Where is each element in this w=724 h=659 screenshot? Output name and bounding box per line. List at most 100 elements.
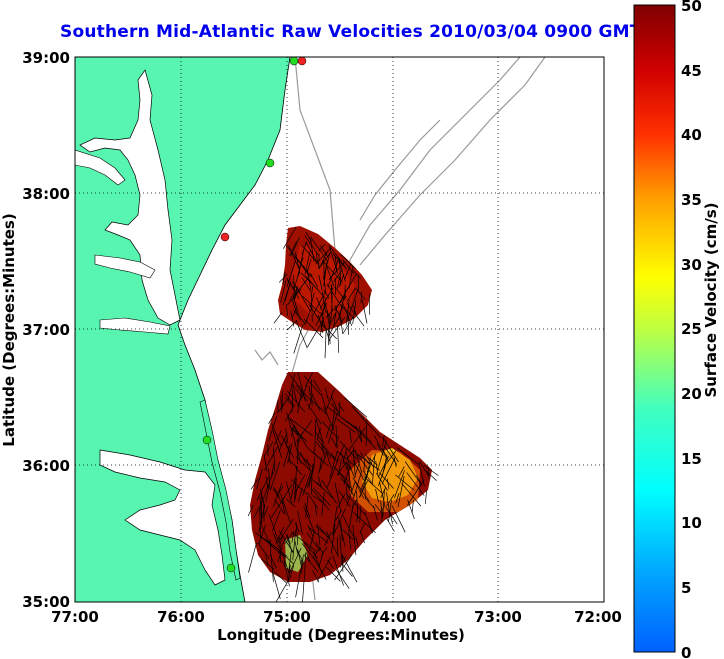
velocity-vector xyxy=(268,468,271,490)
velocity-vector xyxy=(336,450,355,466)
velocity-vector xyxy=(278,432,288,452)
velocity-vector xyxy=(282,226,297,249)
velocity-vector xyxy=(328,312,337,328)
bathymetry-contours xyxy=(254,57,546,601)
velocity-vector xyxy=(310,237,329,263)
velocity-vector xyxy=(295,456,310,470)
velocity-vector xyxy=(281,500,286,514)
radar-station-green xyxy=(265,158,275,168)
velocity-vector xyxy=(341,274,357,300)
velocity-vector xyxy=(294,541,299,555)
velocity-vector xyxy=(339,440,358,460)
velocity-vector xyxy=(381,458,396,484)
velocity-vector xyxy=(376,443,384,456)
velocity-vector xyxy=(359,429,372,443)
velocity-vector xyxy=(303,542,318,558)
velocity-vector xyxy=(304,372,314,387)
velocity-vector xyxy=(293,389,298,403)
velocity-vector xyxy=(297,384,308,407)
velocity-vector xyxy=(278,530,294,553)
velocity-vector xyxy=(345,493,366,516)
colorbar-tick-label: 0 xyxy=(681,644,691,659)
velocity-vector xyxy=(427,467,430,480)
velocity-vector xyxy=(282,281,292,306)
velocity-vector xyxy=(411,500,414,514)
velocity-vector xyxy=(278,550,294,565)
velocity-vector xyxy=(264,441,274,457)
x-tick-label: 76:00 xyxy=(157,608,205,626)
colorbar-tick-label: 25 xyxy=(681,320,702,338)
y-tick-label: 35:00 xyxy=(22,593,70,611)
colorbar-tick-label: 15 xyxy=(681,450,702,468)
velocity-vector xyxy=(313,488,331,506)
velocity-vector xyxy=(326,531,339,558)
velocity-vector xyxy=(279,518,294,541)
x-tick-label: 73:00 xyxy=(474,608,522,626)
velocity-vector xyxy=(314,504,318,516)
y-axis-ticks: 39:00 38:00 37:00 36:00 35:00 xyxy=(22,49,70,611)
velocity-vector xyxy=(347,290,358,320)
velocity-vector xyxy=(327,559,334,569)
velocity-vector xyxy=(337,325,340,353)
velocity-vector xyxy=(297,372,306,402)
velocity-vector xyxy=(381,448,388,458)
velocity-vector xyxy=(330,453,339,463)
colorbar-label: Surface Velocity (cm/s) xyxy=(702,202,720,397)
x-tick-label: 72:00 xyxy=(574,608,622,626)
velocity-vector xyxy=(356,510,359,523)
velocity-vector xyxy=(291,299,299,316)
velocity-vector xyxy=(330,285,333,312)
velocity-vector xyxy=(335,425,338,447)
velocity-vector xyxy=(342,316,354,335)
velocity-vector xyxy=(291,383,304,399)
velocity-vector xyxy=(404,461,423,487)
radar-station-red xyxy=(297,57,307,66)
velocity-vector xyxy=(334,277,337,295)
velocity-vector xyxy=(271,570,281,600)
velocity-vector xyxy=(286,412,298,433)
velocity-vector xyxy=(304,305,313,326)
velocity-vector xyxy=(309,273,319,288)
velocity-vector xyxy=(357,454,380,471)
velocity-vector xyxy=(423,464,439,476)
velocity-vector xyxy=(334,304,344,323)
velocity-vector xyxy=(308,394,313,410)
velocity-vector xyxy=(313,379,321,392)
velocity-vector xyxy=(340,452,348,470)
velocity-vector xyxy=(359,470,369,497)
velocity-vector xyxy=(273,486,280,497)
velocity-vector xyxy=(274,571,287,583)
velocity-vector xyxy=(349,430,352,443)
velocity-vector xyxy=(342,448,347,465)
x-axis-label: Longitude (Degrees:Minutes) xyxy=(217,626,465,644)
velocity-vector xyxy=(312,291,326,316)
velocity-vector xyxy=(332,555,344,586)
velocity-vector xyxy=(360,291,363,304)
velocity-vector xyxy=(326,457,340,488)
velocity-vector xyxy=(324,330,327,359)
velocity-vector xyxy=(373,435,389,461)
velocity-vector xyxy=(337,403,345,412)
velocity-vector xyxy=(385,517,395,532)
velocity-vector xyxy=(335,435,340,447)
velocity-vector xyxy=(273,312,283,324)
velocity-vector xyxy=(290,418,313,437)
velocity-vector xyxy=(301,277,312,292)
velocity-vector xyxy=(424,490,427,505)
velocity-vector xyxy=(389,512,393,525)
velocity-vector xyxy=(259,521,271,543)
velocity-vector xyxy=(348,463,356,479)
colorbar-tick-label: 40 xyxy=(681,126,702,144)
velocity-vector xyxy=(307,325,321,348)
velocity-vector xyxy=(323,276,327,294)
velocity-vector xyxy=(395,492,400,504)
velocity-vector xyxy=(321,492,325,516)
x-tick-label: 74:00 xyxy=(369,608,417,626)
velocity-vector xyxy=(291,383,294,413)
velocity-vector xyxy=(281,560,287,570)
velocity-vector xyxy=(316,427,322,439)
velocity-vector xyxy=(289,565,295,578)
velocity-vector xyxy=(265,476,269,489)
velocity-vector xyxy=(364,511,373,534)
velocity-vector xyxy=(248,542,257,573)
